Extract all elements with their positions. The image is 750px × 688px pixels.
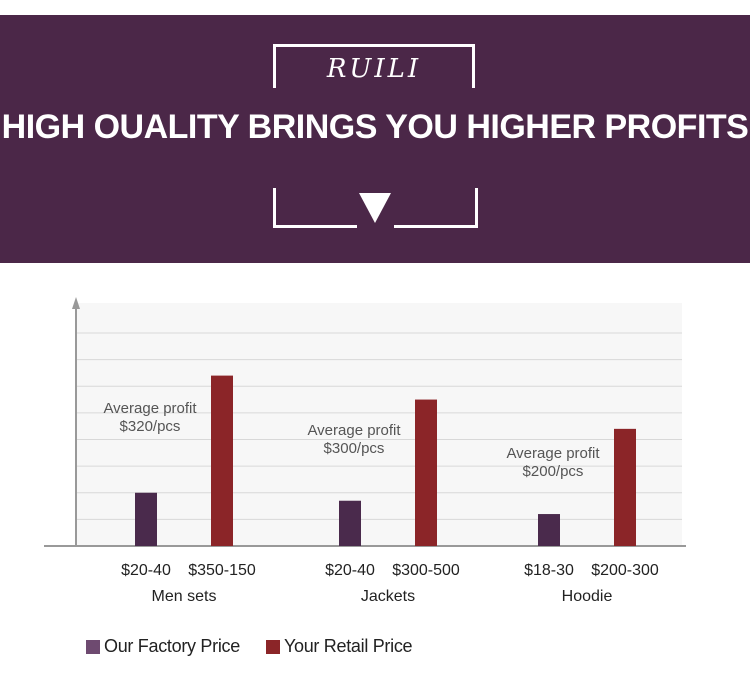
category-label: Hoodie	[562, 588, 613, 605]
bar-retail	[211, 375, 233, 546]
category-label: Jackets	[361, 588, 415, 605]
bar-price-label: $18-30	[524, 562, 574, 579]
category-label: Men sets	[152, 588, 217, 605]
down-arrow-icon	[359, 193, 391, 223]
legend-swatch-retail	[265, 639, 280, 654]
frame-bottom-right	[394, 188, 478, 228]
bar-price-label: $20-40	[121, 562, 171, 579]
frame-bottom-left	[273, 188, 357, 228]
profit-annotation-value: $320/pcs	[120, 418, 181, 435]
legend-item-retail: Your Retail Price	[265, 636, 413, 657]
profit-annotation-value: $200/pcs	[523, 463, 584, 480]
bar-retail	[415, 399, 437, 546]
profit-annotation-title: Average profit	[307, 422, 401, 439]
legend-swatch-factory	[86, 639, 100, 654]
chart-legend: Our Factory Price Your Retail Price	[86, 636, 438, 657]
bar-factory	[339, 500, 361, 546]
bar-price-label: $300-500	[392, 562, 460, 579]
y-axis-arrow-icon	[72, 297, 80, 309]
legend-label-retail: Your Retail Price	[283, 636, 413, 656]
bar-factory	[538, 514, 560, 546]
brand-name: RUILI	[326, 54, 422, 84]
bar-price-label: $20-40	[325, 562, 375, 579]
plot-background	[76, 303, 682, 546]
bar-retail	[614, 428, 636, 546]
bar-price-label: $200-300	[591, 562, 659, 579]
bar-factory	[135, 492, 157, 546]
headline: HIGH OUALITY BRINGS YOU HIGHER PROFITS	[1, 108, 749, 146]
bar-price-label: $350-150	[188, 562, 256, 579]
profit-annotation-title: Average profit	[506, 445, 600, 462]
legend-item-factory: Our Factory Price	[86, 636, 240, 657]
profit-annotation-value: $300/pcs	[324, 440, 385, 457]
frame-top	[273, 44, 475, 88]
profit-annotation-title: Average profit	[103, 400, 197, 417]
legend-label-factory: Our Factory Price	[104, 636, 240, 656]
